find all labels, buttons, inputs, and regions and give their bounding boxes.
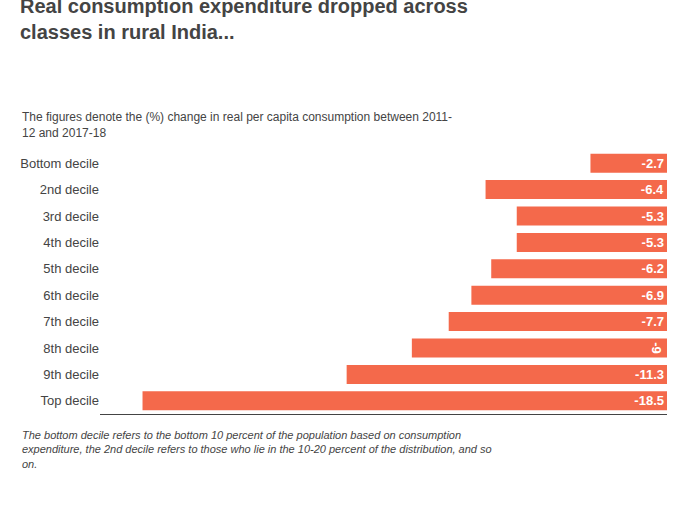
svg-text:6th decile: 6th decile	[43, 288, 99, 303]
svg-text:-6.2: -6.2	[642, 261, 664, 276]
svg-text:3rd decile: 3rd decile	[43, 209, 99, 224]
svg-text:The figures denote the (%) cha: The figures denote the (%) change in rea…	[22, 110, 452, 140]
svg-text:-5.3: -5.3	[642, 209, 664, 224]
svg-text:-18.5: -18.5	[634, 393, 664, 408]
svg-text:-2.7: -2.7	[642, 156, 664, 171]
svg-text:-6.9: -6.9	[642, 288, 664, 303]
svg-text:-6.4: -6.4	[641, 182, 664, 197]
svg-text:-7.7: -7.7	[642, 314, 664, 329]
svg-text:7th decile: 7th decile	[43, 314, 99, 329]
svg-text:8th decile: 8th decile	[43, 341, 99, 356]
svg-text:9th decile: 9th decile	[43, 367, 99, 382]
svg-text:Bottom decile: Bottom decile	[20, 156, 99, 171]
svg-text:Real consumption expenditure d: Real consumption expenditure dropped acr…	[20, 0, 468, 43]
svg-text:4th decile: 4th decile	[43, 235, 99, 250]
svg-text:5th decile: 5th decile	[43, 261, 99, 276]
svg-text:-9: -9	[649, 342, 664, 354]
svg-text:The bottom decile refers to th: The bottom decile refers to the bottom 1…	[22, 429, 492, 470]
svg-text:Top decile: Top decile	[40, 393, 99, 408]
svg-text:2nd decile: 2nd decile	[40, 182, 99, 197]
svg-text:-11.3: -11.3	[635, 367, 664, 382]
svg-text:-5.3: -5.3	[642, 235, 664, 250]
